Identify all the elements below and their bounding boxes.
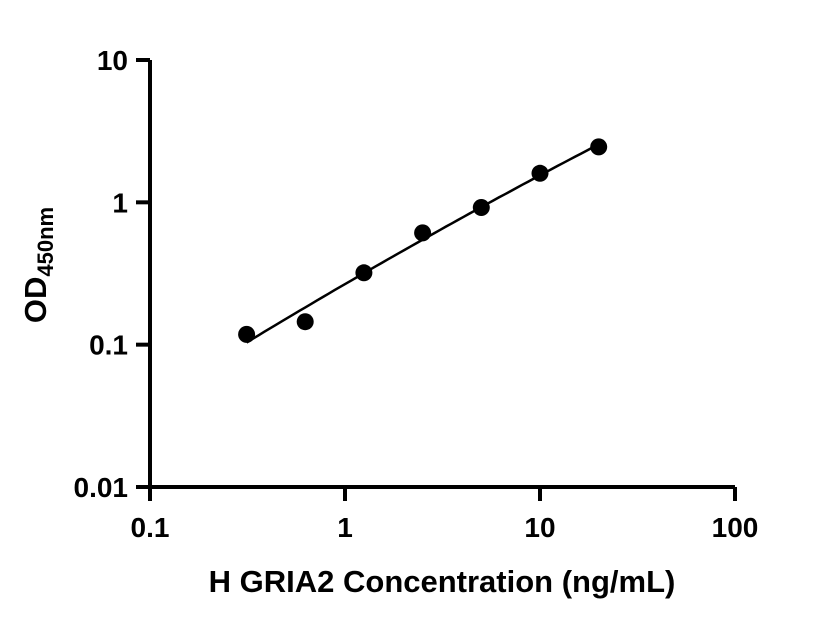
y-tick-label: 0.1 [89, 330, 128, 361]
data-point [531, 164, 549, 182]
data-point [238, 325, 256, 343]
y-axis-title-sub: 450nm [33, 207, 58, 277]
x-tick-label: 0.1 [131, 512, 170, 543]
x-tick-label: 1 [337, 512, 353, 543]
y-tick-label: 1 [112, 187, 128, 218]
data-point [355, 264, 373, 282]
data-point [472, 199, 490, 216]
y-axis-title-main: OD [18, 277, 53, 324]
data-point [414, 224, 432, 242]
data-point [296, 313, 314, 331]
y-tick-label: 10 [97, 45, 128, 76]
x-axis-title: H GRIA2 Concentration (ng/mL) [209, 564, 676, 599]
data-point [590, 138, 608, 156]
y-axis-title: OD450nm [18, 207, 58, 323]
y-tick-label: 0.01 [74, 472, 129, 503]
x-tick-label: 10 [524, 512, 555, 543]
x-tick-label: 100 [712, 512, 759, 543]
